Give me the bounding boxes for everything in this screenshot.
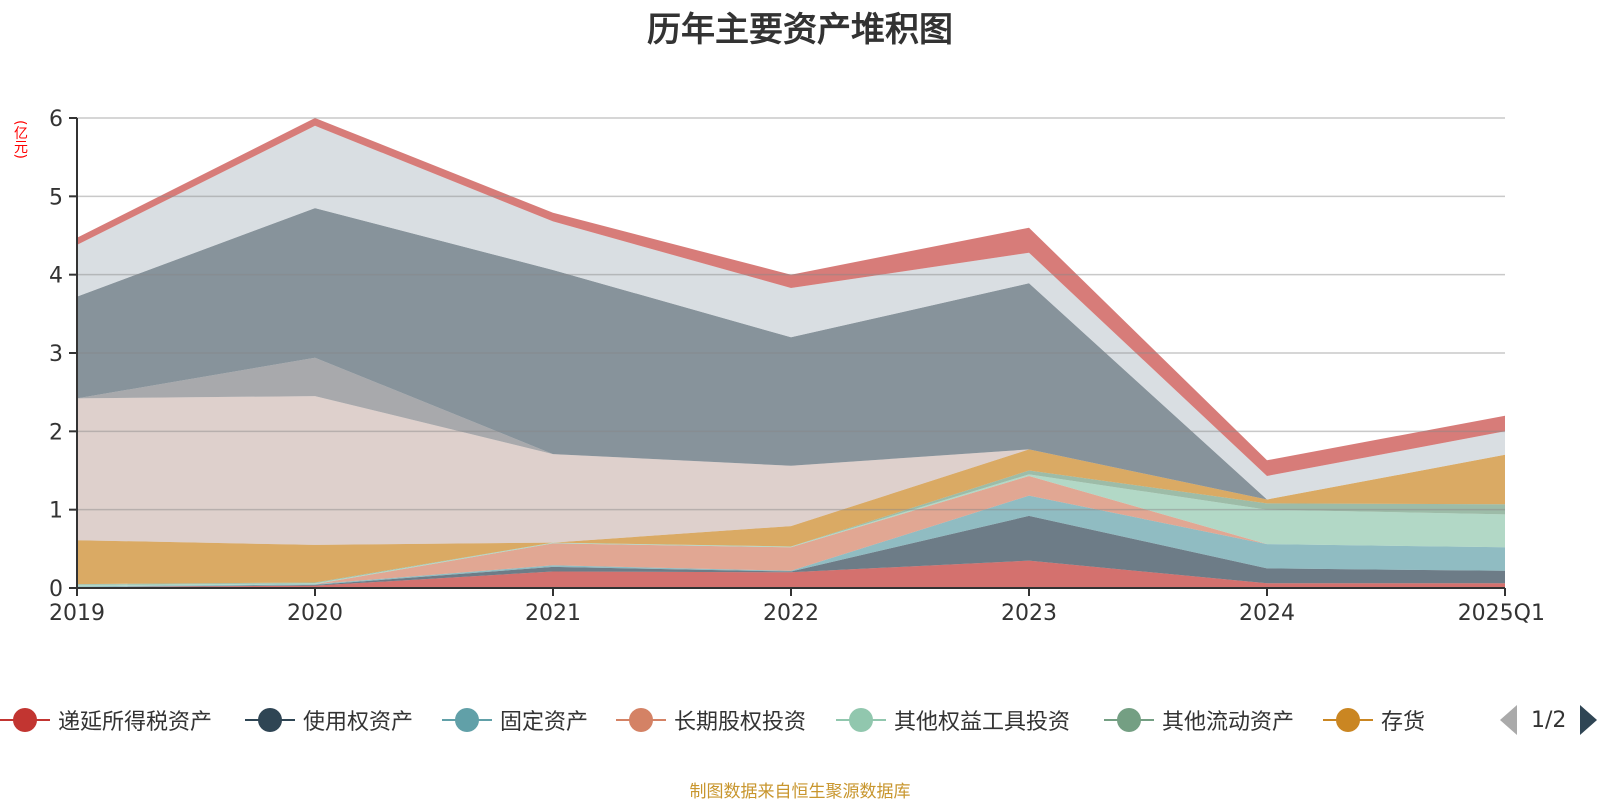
x-tick-label: 2019 [49, 601, 105, 626]
legend-prev-page-icon[interactable] [1500, 705, 1517, 735]
legend-label: 其他权益工具投资 [894, 710, 1071, 735]
grid-lines [77, 117, 1505, 511]
axes [69, 117, 1506, 596]
legend-item[interactable]: 递延所得税资产 [0, 705, 212, 735]
data-source-note: 制图数据来自恒生聚源数据库 [689, 782, 911, 802]
x-tick-label: 2024 [1239, 601, 1295, 626]
legend-item[interactable]: 其他权益工具投资 [836, 705, 1070, 735]
area-series-1 [77, 560, 1505, 588]
area-series-10 [77, 208, 1505, 500]
legend-label: 固定资产 [500, 710, 589, 735]
legend-item[interactable]: 存货 [1323, 705, 1425, 735]
legend-label: 其他流动资产 [1162, 710, 1295, 735]
legend-item[interactable]: 固定资产 [442, 705, 588, 735]
legend-marker-icon [836, 708, 886, 732]
legend: 递延所得税资产 使用权资产 固定资产 长期股权投资 其他权益工具投资 其他流动资产 存货 1… [0, 705, 1600, 745]
legend-label: 存货 [1381, 710, 1426, 735]
x-tick-label: 2022 [763, 601, 819, 626]
y-tick-label: 2 [49, 420, 63, 445]
area-series-11 [77, 125, 1505, 500]
y-tick-label: 4 [49, 264, 63, 289]
y-tick-label: 0 [49, 577, 63, 602]
legend-marker-icon [616, 708, 666, 732]
area-series-7 [77, 449, 1505, 585]
x-tick-label: 2020 [287, 601, 343, 626]
chart-title: 历年主要资产堆积图 [647, 10, 953, 50]
area-series-3 [77, 495, 1505, 588]
area-series-8 [77, 396, 1505, 545]
y-tick-label: 6 [49, 107, 63, 132]
legend-label: 长期股权投资 [674, 710, 807, 735]
legend-item[interactable]: 使用权资产 [245, 705, 413, 735]
legend-page-indicator: 1/2 [1531, 707, 1567, 733]
legend-next-page-icon[interactable] [1580, 705, 1598, 735]
y-tick-label: 1 [49, 499, 63, 524]
y-tick-label: 5 [49, 185, 63, 210]
x-tick-label: 2025Q1 [1458, 601, 1545, 626]
legend-marker-icon [1104, 708, 1154, 732]
y-axis-unit-label: (亿元) [12, 120, 28, 159]
area-series-5 [77, 474, 1505, 587]
y-tick-label: 3 [49, 342, 63, 367]
area-series-4 [77, 476, 1505, 587]
legend-marker-icon [0, 708, 50, 732]
legend-pager: 1/2 [1500, 705, 1598, 735]
area-layers [77, 118, 1505, 588]
legend-marker-icon [1323, 708, 1373, 732]
legend-marker-icon [442, 708, 492, 732]
chart-plot: 0 1 2 3 4 5 6 2019 2020 2021 2022 2023 2024 2025Q1 [49, 107, 1545, 626]
area-series-2 [77, 515, 1505, 588]
legend-marker-icon [245, 708, 295, 732]
legend-label: 递延所得税资产 [58, 710, 213, 735]
legend-item[interactable]: 长期股权投资 [616, 705, 806, 735]
x-tick-labels: 2019 2020 2021 2022 2023 2024 2025Q1 [49, 601, 1545, 626]
legend-item[interactable]: 其他流动资产 [1104, 705, 1294, 735]
x-tick-label: 2021 [525, 601, 581, 626]
legend-label: 使用权资产 [303, 710, 414, 735]
y-tick-labels: 0 1 2 3 4 5 6 [49, 107, 63, 602]
x-tick-label: 2023 [1001, 601, 1057, 626]
